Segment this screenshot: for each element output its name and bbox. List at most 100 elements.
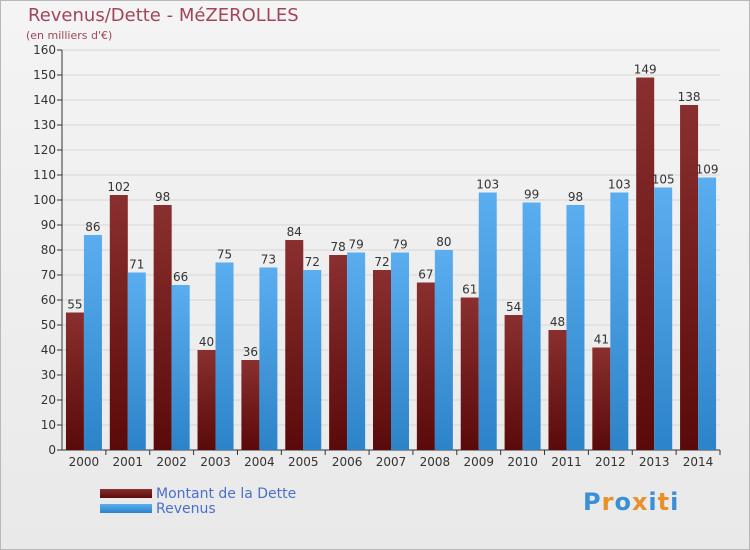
data-label: 99 — [524, 188, 539, 202]
data-label: 98 — [568, 190, 583, 204]
data-label: 79 — [392, 238, 407, 252]
y-tick-label: 20 — [41, 393, 56, 407]
data-label: 80 — [436, 235, 451, 249]
x-tick-label: 2009 — [463, 455, 494, 469]
bar-revenus — [391, 252, 409, 450]
bar-dette — [548, 330, 567, 450]
bar-revenus — [478, 192, 497, 450]
bar-revenus — [347, 252, 366, 450]
data-label: 67 — [418, 268, 433, 282]
y-tick-label: 60 — [41, 293, 56, 307]
legend-item-revenus: Revenus — [100, 500, 296, 517]
data-label: 66 — [173, 270, 188, 284]
data-label: 105 — [652, 173, 675, 187]
legend-label-debt: Montant de la Dette — [156, 485, 297, 502]
y-tick-label: 30 — [41, 368, 56, 382]
legend-item-debt: Montant de la Dette — [100, 485, 297, 502]
legend-swatch-revenus — [100, 504, 152, 513]
y-tick-label: 130 — [33, 118, 56, 132]
x-tick-label: 2013 — [639, 455, 670, 469]
data-label: 36 — [243, 345, 258, 359]
data-label: 72 — [374, 255, 389, 269]
data-label: 149 — [634, 63, 657, 77]
x-tick-label: 2008 — [420, 455, 451, 469]
bar-revenus — [434, 250, 453, 450]
logo-letter: P — [583, 488, 602, 516]
y-tick-label: 50 — [41, 318, 56, 332]
x-tick-label: 2002 — [156, 455, 187, 469]
logo-letter: i — [648, 488, 658, 516]
logo-letter: o — [614, 488, 632, 516]
data-label: 61 — [462, 283, 477, 297]
data-label: 40 — [199, 335, 214, 349]
logo-letter: i — [670, 488, 680, 516]
data-label: 109 — [696, 163, 719, 177]
y-tick-label: 150 — [33, 68, 56, 82]
data-label: 73 — [261, 253, 276, 267]
y-tick-label: 100 — [33, 193, 56, 207]
bar-dette — [285, 240, 304, 450]
data-label: 48 — [550, 315, 565, 329]
chart-subtitle: (en milliers d'€) — [26, 29, 113, 42]
data-label: 54 — [506, 300, 521, 314]
y-tick-label: 80 — [41, 243, 56, 257]
data-label: 72 — [305, 255, 320, 269]
y-tick-label: 90 — [41, 218, 56, 232]
x-tick-label: 2006 — [332, 455, 363, 469]
x-tick-label: 2004 — [244, 455, 275, 469]
bar-dette — [109, 195, 128, 450]
bar-dette — [153, 205, 172, 450]
bar-revenus — [610, 192, 629, 450]
bar-dette — [416, 282, 435, 450]
bar-revenus — [698, 177, 717, 450]
data-label: 102 — [107, 180, 130, 194]
bar-revenus — [215, 262, 234, 450]
data-label: 75 — [217, 248, 232, 262]
bar-revenus — [171, 285, 190, 450]
bar-dette — [504, 315, 523, 450]
bar-dette — [636, 77, 655, 450]
data-label: 78 — [330, 240, 345, 254]
bar-dette — [329, 255, 348, 450]
x-tick-label: 2012 — [595, 455, 626, 469]
logo-letter: x — [631, 488, 649, 516]
legend-swatch-debt — [100, 489, 152, 498]
data-label: 98 — [155, 190, 170, 204]
data-label: 138 — [678, 90, 701, 104]
y-tick-label: 40 — [41, 343, 56, 357]
data-label: 86 — [85, 220, 100, 234]
bar-dette — [373, 270, 391, 450]
y-tick-label: 140 — [33, 93, 56, 107]
logo-letter: r — [601, 488, 615, 516]
x-tick-label: 2010 — [507, 455, 538, 469]
data-label: 84 — [287, 225, 302, 239]
legend-label-revenus: Revenus — [156, 500, 216, 517]
x-tick-label: 2014 — [683, 455, 714, 469]
bar-revenus — [259, 267, 278, 450]
x-tick-label: 2001 — [113, 455, 144, 469]
bar-revenus — [83, 235, 102, 450]
bar-revenus — [654, 187, 673, 450]
proxiti-logo: Proxiti — [583, 488, 679, 516]
y-tick-label: 120 — [33, 143, 56, 157]
legend: Montant de la Dette Revenus — [100, 485, 297, 517]
x-tick-label: 2003 — [200, 455, 231, 469]
bar-dette — [65, 312, 84, 450]
x-tick-label: 2007 — [376, 455, 407, 469]
bar-dette — [680, 105, 699, 450]
bar-revenus — [303, 270, 322, 450]
data-label: 79 — [348, 238, 363, 252]
bar-dette — [592, 347, 611, 450]
bar-revenus — [127, 272, 146, 450]
x-tick-label: 2000 — [69, 455, 100, 469]
bar-revenus — [522, 202, 541, 450]
bar-dette — [460, 297, 479, 450]
y-tick-label: 160 — [33, 43, 56, 57]
y-tick-label: 0 — [48, 443, 56, 457]
data-label: 41 — [594, 333, 609, 347]
bar-dette — [197, 350, 216, 450]
bar-dette — [241, 360, 260, 450]
bar-revenus — [566, 205, 585, 450]
data-label: 103 — [476, 178, 499, 192]
